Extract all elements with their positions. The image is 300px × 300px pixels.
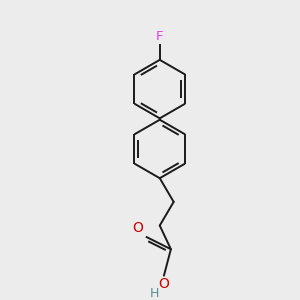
Text: O: O — [158, 277, 169, 291]
Text: O: O — [132, 221, 143, 235]
Text: F: F — [156, 30, 164, 44]
Text: H: H — [149, 287, 159, 300]
